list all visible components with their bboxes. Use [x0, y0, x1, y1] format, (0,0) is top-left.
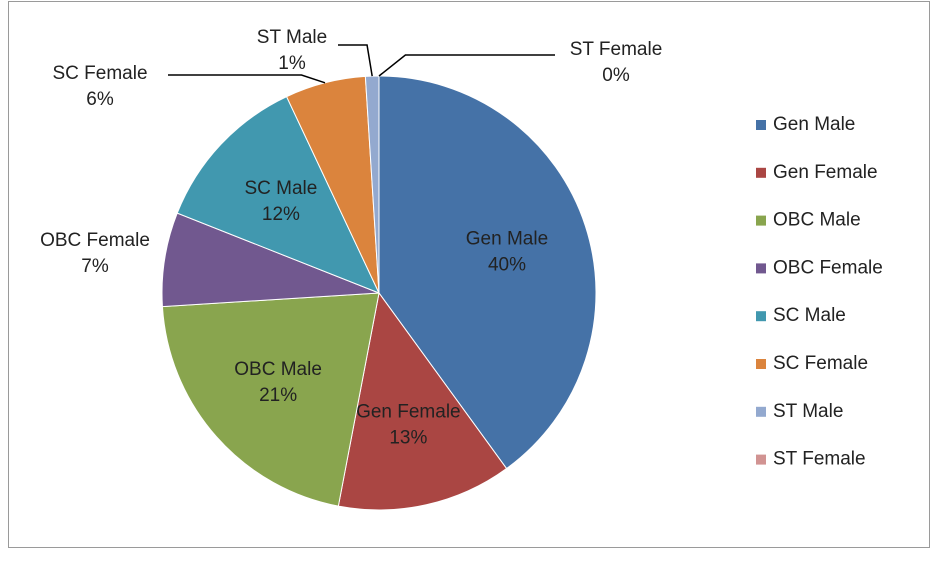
legend-label: ST Female — [773, 449, 866, 470]
pie-slice — [337, 291, 508, 511]
leader-line — [378, 54, 555, 77]
data-label: 0% — [602, 65, 630, 86]
data-label-name: OBC Female — [40, 230, 150, 251]
legend-swatch — [756, 215, 766, 226]
legend-swatch — [756, 120, 766, 130]
legend-swatch — [756, 311, 766, 322]
data-label: 12% — [262, 204, 300, 225]
data-label-name: SC Female — [52, 63, 147, 84]
legend-label: SC Male — [773, 305, 846, 326]
legend-swatch — [756, 167, 766, 178]
legend-label: OBC Female — [773, 257, 883, 278]
legend-label: SC Female — [773, 353, 868, 374]
pie-slice — [378, 75, 597, 470]
leader-line — [168, 74, 326, 84]
legend-label: Gen Female — [773, 162, 878, 183]
legend-swatch — [756, 263, 766, 274]
legend-label: ST Male — [773, 401, 843, 422]
legend-swatch — [756, 406, 766, 417]
data-label-name: SC Male — [244, 178, 317, 199]
legend-swatch — [756, 359, 766, 369]
legend-label: Gen Male — [773, 114, 855, 135]
data-label: 21% — [259, 385, 297, 406]
data-label-name: Gen Male — [466, 228, 548, 249]
data-label-name: ST Male — [257, 27, 327, 48]
data-label: 1% — [278, 53, 306, 74]
legend-label: OBC Male — [773, 210, 861, 231]
data-label: 6% — [86, 89, 114, 110]
pie-slice — [161, 292, 380, 507]
legend-swatch — [756, 454, 766, 465]
data-label-name: Gen Female — [356, 401, 461, 422]
data-label: 40% — [488, 254, 526, 275]
data-label: 13% — [389, 427, 427, 448]
pie-slice — [176, 95, 380, 294]
data-label-name: ST Female — [570, 39, 663, 60]
leader-line — [338, 44, 373, 77]
data-label: 7% — [81, 256, 109, 277]
data-label-name: OBC Male — [234, 359, 322, 380]
